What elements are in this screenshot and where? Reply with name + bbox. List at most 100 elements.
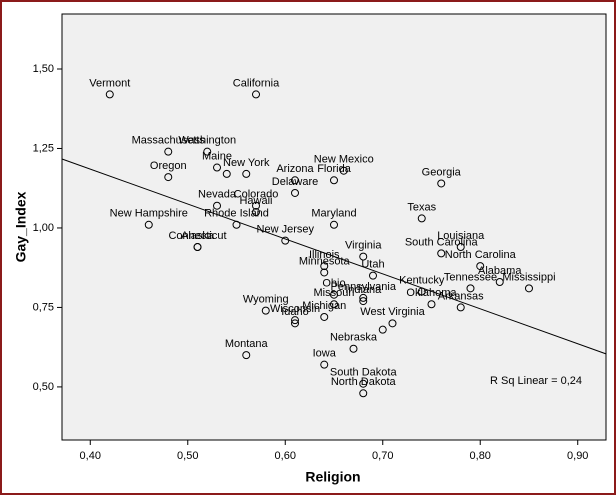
point: [524, 284, 533, 293]
point-label: Maine: [202, 150, 232, 162]
point: [291, 316, 300, 325]
point: [193, 243, 202, 252]
point-label: Louisiana: [437, 230, 485, 242]
point-label: Iowa: [313, 348, 337, 360]
y-tick-label: 1,25: [33, 142, 54, 154]
y-tick-label: 0,50: [33, 381, 54, 393]
point-label: Vermont: [89, 77, 130, 89]
point: [330, 290, 338, 299]
x-tick-label: 0,70: [372, 450, 393, 462]
point: [252, 208, 261, 217]
point-label: West Virginia: [360, 306, 425, 318]
point: [417, 214, 426, 223]
y-tick-label: 1,00: [33, 222, 54, 234]
point-label: Montana: [225, 338, 269, 350]
point: [388, 319, 397, 328]
x-axis-title: Religion: [305, 469, 360, 485]
point: [476, 262, 485, 271]
point-label: Mississippi: [502, 271, 555, 283]
point: [359, 297, 368, 306]
point-label: Massachusetts: [132, 135, 206, 147]
point: [242, 351, 251, 360]
point: [291, 188, 300, 197]
x-tick-label: 0,90: [567, 450, 588, 462]
point-label: Alaska: [181, 230, 215, 242]
point-label: Pennsylvania: [331, 281, 397, 293]
plot-area: [61, 13, 607, 441]
x-tick-label: 0,40: [80, 450, 101, 462]
point-label: Washington: [178, 135, 236, 147]
point-label: Missouri: [314, 287, 355, 299]
point-label: Colorado: [234, 189, 279, 201]
point: [427, 300, 436, 309]
point: [261, 306, 270, 315]
point-label: New York: [223, 157, 270, 169]
point: [232, 220, 241, 229]
point-label: Georgia: [422, 166, 462, 178]
point: [252, 90, 261, 99]
point-label: Nevada: [198, 189, 237, 201]
point-label: Delaware: [272, 176, 318, 188]
point: [417, 287, 426, 296]
point-label: Kentucky: [399, 274, 445, 286]
point-label: Idaho: [281, 306, 309, 318]
point-label: Oklahoma: [406, 287, 457, 299]
point: [330, 300, 338, 309]
point: [437, 179, 446, 188]
x-tick-label: 0,80: [470, 450, 491, 462]
point: [320, 360, 329, 369]
y-tick-label: 0,75: [33, 301, 54, 313]
point: [330, 176, 338, 185]
point-label: California: [233, 77, 280, 89]
point: [242, 169, 251, 178]
point-label: Ohio: [322, 278, 345, 290]
y-tick-label: 1,50: [33, 63, 54, 75]
point-label: North Dakota: [331, 376, 397, 388]
point-label: New Mexico: [314, 154, 374, 166]
point: [359, 252, 368, 261]
point-label: Minnesota: [299, 255, 351, 267]
point: [320, 268, 329, 277]
point-label: Wyoming: [243, 294, 289, 306]
fit-line: [61, 158, 607, 355]
point-label: Oregon: [150, 160, 187, 172]
point-label: Alabama: [478, 265, 522, 277]
point-label: Virginia: [345, 239, 382, 251]
annotation: R Sq Linear = 0,24: [490, 375, 582, 387]
x-tick-label: 0,60: [275, 450, 296, 462]
point: [222, 169, 231, 178]
point-label: Utah: [361, 259, 384, 271]
point: [291, 319, 300, 328]
point-label: North Carolina: [445, 249, 517, 261]
point: [320, 262, 329, 271]
point-label: Connecticut: [168, 230, 226, 242]
point: [359, 293, 368, 302]
point: [291, 176, 300, 185]
point-label: South Dakota: [330, 367, 398, 379]
point-label: Arizona: [276, 163, 314, 175]
point: [252, 201, 261, 210]
point: [378, 325, 387, 334]
point: [466, 284, 475, 293]
point: [359, 379, 368, 388]
point: [164, 147, 173, 156]
point: [320, 312, 329, 321]
point: [213, 163, 222, 172]
point-label: Maryland: [311, 208, 356, 220]
point: [144, 220, 153, 229]
point-label: Michigan: [302, 300, 346, 312]
point-label: Florida: [317, 163, 352, 175]
point: [164, 173, 173, 182]
point-label: Hawaii: [239, 195, 272, 207]
point: [203, 147, 212, 156]
point: [330, 220, 338, 229]
point-label: South Carolina: [405, 236, 479, 248]
point: [456, 243, 465, 252]
point-label: Rhode Island: [204, 208, 269, 220]
point-label: New Jersey: [257, 224, 315, 236]
point: [495, 277, 504, 286]
point: [213, 201, 222, 210]
point-label: Texas: [407, 201, 436, 213]
point-label: Indiana: [345, 284, 382, 296]
point-label: Illinois: [309, 249, 340, 261]
